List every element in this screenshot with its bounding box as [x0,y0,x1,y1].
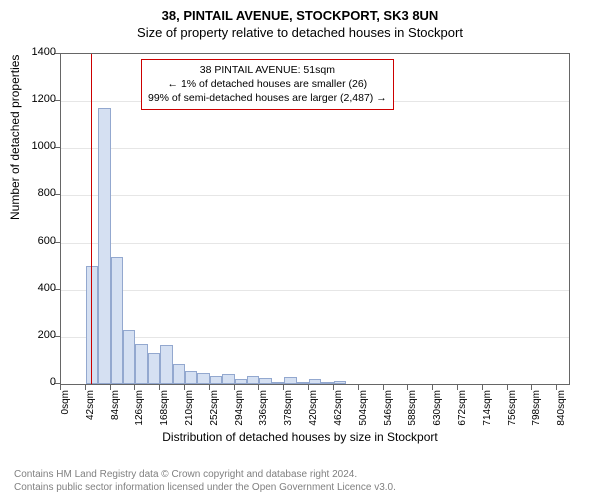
x-tick [482,385,483,390]
y-tick [55,100,60,101]
histogram-bar [284,377,296,384]
x-tick [531,385,532,390]
histogram-bar [123,330,135,384]
histogram-bar [334,381,346,384]
histogram-bar [210,376,222,384]
histogram-bar [297,382,309,384]
annotation-line-1: 38 PINTAIL AVENUE: 51sqm [148,63,387,77]
histogram-bar [160,345,172,384]
x-tick [134,385,135,390]
x-tick [432,385,433,390]
x-axis-label: Distribution of detached houses by size … [0,430,600,444]
x-tick [60,385,61,390]
y-tick-label: 1000 [16,140,56,152]
y-tick-label: 0 [16,376,56,388]
annotation-box: 38 PINTAIL AVENUE: 51sqm ← 1% of detache… [141,59,394,110]
chart-plot-area: 38 PINTAIL AVENUE: 51sqm ← 1% of detache… [60,53,570,385]
histogram-bar [173,364,185,385]
footer-line-1: Contains HM Land Registry data © Crown c… [14,468,396,481]
histogram-bar [222,374,234,384]
x-tick [333,385,334,390]
x-tick [507,385,508,390]
histogram-bar [135,344,147,384]
x-tick [407,385,408,390]
x-tick [184,385,185,390]
y-tick [55,383,60,384]
y-tick-label: 400 [16,282,56,294]
histogram-bar [321,382,333,384]
y-tick-label: 200 [16,329,56,341]
marker-line [91,54,92,384]
y-tick-label: 1200 [16,93,56,105]
histogram-bar [272,382,284,384]
page-subtitle: Size of property relative to detached ho… [0,23,600,40]
y-tick-label: 600 [16,235,56,247]
x-tick [556,385,557,390]
y-tick [55,289,60,290]
y-tick [55,242,60,243]
annotation-line-3: 99% of semi-detached houses are larger (… [148,91,387,105]
x-tick [209,385,210,390]
annotation-line-2: ← 1% of detached houses are smaller (26) [148,77,387,91]
y-tick [55,53,60,54]
x-tick [383,385,384,390]
y-tick-label: 800 [16,187,56,199]
y-tick [55,194,60,195]
histogram-bar [148,353,160,384]
x-tick [85,385,86,390]
histogram-bar [309,379,321,384]
x-tick [358,385,359,390]
x-tick [308,385,309,390]
y-tick-label: 1400 [16,46,56,58]
x-tick [283,385,284,390]
x-tick [258,385,259,390]
page-title: 38, PINTAIL AVENUE, STOCKPORT, SK3 8UN [0,0,600,23]
histogram-bar [185,371,197,384]
footer-line-2: Contains public sector information licen… [14,481,396,494]
y-tick [55,336,60,337]
chart-container: 38, PINTAIL AVENUE, STOCKPORT, SK3 8UN S… [0,0,600,500]
histogram-bar [98,108,110,384]
histogram-bar [247,376,259,384]
x-tick [234,385,235,390]
x-tick [110,385,111,390]
footer-attribution: Contains HM Land Registry data © Crown c… [14,468,396,494]
x-tick [159,385,160,390]
histogram-bar [111,257,123,384]
y-tick [55,147,60,148]
histogram-bar [197,373,209,384]
x-tick [457,385,458,390]
histogram-bar [235,379,247,384]
histogram-bar [259,378,271,384]
